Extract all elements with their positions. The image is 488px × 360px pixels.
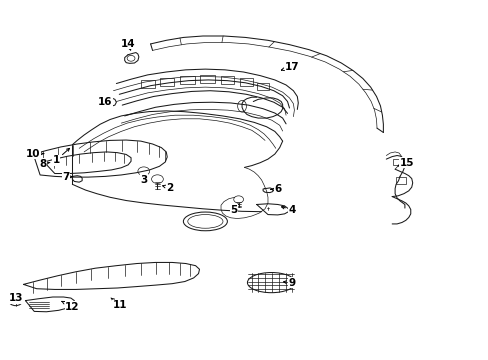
Text: 7: 7 [62,172,73,182]
Bar [220,76,234,84]
Text: 10: 10 [26,149,44,159]
Text: 17: 17 [281,62,299,72]
Text: 3: 3 [141,175,147,185]
Text: 11: 11 [111,298,127,310]
Text: 13: 13 [8,293,23,303]
Bar [392,159,403,165]
Bar [180,76,195,84]
Text: 15: 15 [397,158,413,168]
Text: 14: 14 [121,39,135,50]
Text: 9: 9 [283,278,295,288]
Text: 6: 6 [270,184,281,194]
Bar [256,83,269,90]
Text: 5: 5 [230,204,238,215]
Bar [239,78,253,86]
Text: 4: 4 [281,204,296,215]
Bar [141,80,154,88]
Bar [160,78,174,86]
Text: 8: 8 [40,159,50,169]
Text: 2: 2 [163,183,173,193]
Bar [395,177,406,184]
Text: 12: 12 [62,301,80,312]
Text: 1: 1 [53,148,69,165]
Text: 16: 16 [98,96,112,107]
Bar [200,75,215,83]
